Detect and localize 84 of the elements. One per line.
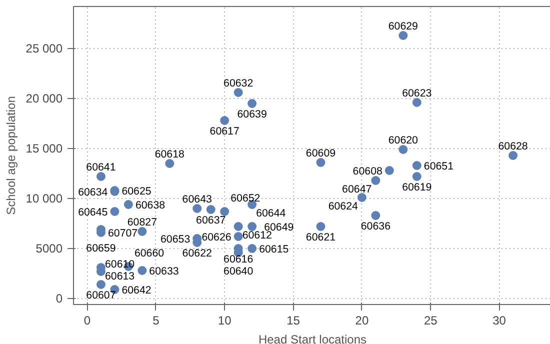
y-tick-label: 10 000 bbox=[26, 192, 63, 206]
annotation: 60652 bbox=[230, 192, 260, 204]
annotation: 60633 bbox=[149, 266, 179, 278]
annotation: 60660 bbox=[134, 248, 164, 260]
annotation: 60616 bbox=[224, 254, 254, 266]
annotation: 60644 bbox=[256, 208, 286, 220]
y-axis-title: School age population bbox=[4, 96, 18, 215]
annotation: 60626 bbox=[202, 232, 232, 244]
annotation: 60613 bbox=[104, 270, 135, 282]
point bbox=[508, 151, 518, 160]
point bbox=[110, 207, 120, 216]
annotation: 60651 bbox=[424, 160, 454, 172]
x-tick-label: 10 bbox=[218, 314, 232, 328]
annotation: 60645 bbox=[78, 206, 108, 218]
point bbox=[234, 222, 243, 231]
point bbox=[192, 204, 202, 213]
annotation: 60615 bbox=[259, 244, 289, 256]
point bbox=[316, 158, 326, 167]
point bbox=[412, 161, 422, 170]
annotation: 60653 bbox=[160, 234, 190, 246]
point bbox=[412, 98, 422, 107]
annotation: 60629 bbox=[388, 20, 418, 32]
point bbox=[384, 166, 394, 175]
annotation: 60617 bbox=[210, 126, 240, 138]
annotation: 60707 bbox=[108, 228, 138, 240]
x-tick-label: 30 bbox=[492, 314, 506, 328]
point bbox=[206, 205, 216, 214]
point bbox=[248, 222, 257, 231]
y-tick-label: 20 000 bbox=[26, 92, 63, 106]
point bbox=[248, 244, 257, 253]
annotation: 60647 bbox=[342, 184, 372, 196]
annotation: 60623 bbox=[402, 88, 432, 100]
annotation: 60609 bbox=[306, 148, 336, 160]
annotation: 60622 bbox=[182, 248, 212, 260]
x-axis-title: Head Start locations bbox=[258, 332, 367, 344]
annotation: 60632 bbox=[224, 78, 254, 90]
point bbox=[234, 88, 243, 97]
annotation: 60659 bbox=[86, 242, 116, 254]
x-tick-label: 20 bbox=[355, 314, 369, 328]
point bbox=[96, 280, 106, 289]
annotation: 60637 bbox=[196, 214, 226, 226]
annotation: 60634 bbox=[78, 186, 108, 198]
point bbox=[124, 200, 133, 209]
annotation: 60640 bbox=[224, 266, 254, 278]
annotation: 60620 bbox=[388, 134, 418, 146]
annotation: 60625 bbox=[122, 186, 152, 198]
x-tick-label: 15 bbox=[286, 314, 300, 328]
annotation: 60639 bbox=[237, 108, 267, 120]
annotation: 60638 bbox=[135, 200, 166, 212]
annotation: 60624 bbox=[328, 200, 358, 212]
x-tick-label: 0 bbox=[84, 314, 91, 328]
point bbox=[234, 232, 243, 241]
y-tick-label: 5000 bbox=[36, 242, 63, 256]
annotation: 60618 bbox=[154, 148, 185, 160]
point bbox=[138, 266, 147, 275]
point bbox=[165, 159, 174, 168]
y-tick-label: 0 bbox=[56, 292, 63, 306]
annotation: 60643 bbox=[182, 194, 212, 206]
point bbox=[96, 172, 106, 181]
annotation: 60628 bbox=[498, 140, 528, 152]
point bbox=[220, 116, 230, 125]
annotation: 60827 bbox=[127, 216, 158, 228]
y-tick-label: 15 000 bbox=[26, 142, 63, 156]
annotation: 60608 bbox=[352, 166, 382, 178]
x-tick-label: 5 bbox=[152, 314, 160, 328]
point bbox=[316, 222, 326, 231]
point bbox=[220, 207, 230, 216]
point bbox=[398, 31, 408, 40]
annotation: 60641 bbox=[86, 162, 116, 174]
point bbox=[398, 145, 408, 154]
point bbox=[138, 227, 147, 236]
point bbox=[357, 193, 366, 202]
point bbox=[412, 172, 422, 181]
annotation: 60612 bbox=[242, 230, 272, 242]
point bbox=[371, 176, 380, 185]
point bbox=[371, 211, 380, 220]
annotation: 60642 bbox=[122, 284, 152, 296]
point bbox=[248, 99, 257, 108]
annotation: 60619 bbox=[402, 182, 432, 194]
y-tick-label: 25 000 bbox=[26, 42, 63, 56]
annotation: 60607 bbox=[86, 290, 116, 302]
x-tick-label: 25 bbox=[424, 314, 438, 328]
annotation: 60621 bbox=[306, 232, 336, 244]
annotation: 60636 bbox=[360, 220, 391, 232]
